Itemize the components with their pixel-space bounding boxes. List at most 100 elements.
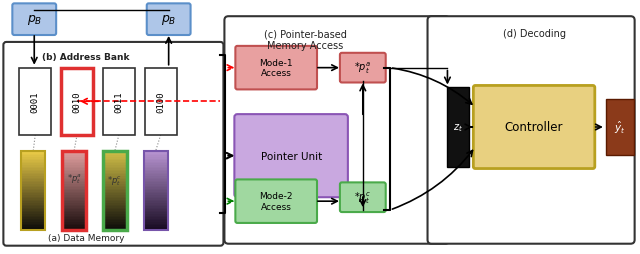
- Bar: [21, 168, 45, 170]
- Bar: [62, 154, 86, 156]
- Bar: [103, 68, 135, 135]
- FancyBboxPatch shape: [340, 183, 386, 212]
- Bar: [62, 181, 86, 183]
- Bar: [144, 162, 168, 164]
- Bar: [144, 214, 168, 216]
- Bar: [62, 165, 86, 167]
- Bar: [144, 167, 168, 169]
- Bar: [103, 187, 127, 189]
- Bar: [62, 205, 86, 207]
- Bar: [144, 157, 168, 160]
- Bar: [21, 213, 45, 215]
- Bar: [62, 189, 86, 191]
- Bar: [144, 151, 168, 230]
- Bar: [144, 189, 168, 191]
- Text: $\hat{y}_t$: $\hat{y}_t$: [614, 119, 625, 136]
- Bar: [21, 200, 45, 202]
- Bar: [103, 153, 127, 155]
- FancyBboxPatch shape: [428, 17, 635, 244]
- Bar: [62, 222, 86, 224]
- Bar: [62, 183, 86, 185]
- Bar: [21, 189, 45, 191]
- Bar: [144, 180, 168, 182]
- Bar: [144, 213, 168, 215]
- Bar: [62, 217, 86, 219]
- Bar: [62, 170, 86, 172]
- Bar: [21, 227, 45, 229]
- Bar: [144, 194, 168, 196]
- Bar: [144, 227, 168, 229]
- Text: Mode-1
Access: Mode-1 Access: [259, 59, 293, 78]
- Bar: [103, 198, 127, 200]
- Bar: [103, 183, 127, 185]
- Text: $*p_t^a$: $*p_t^a$: [354, 61, 371, 76]
- Bar: [21, 216, 45, 218]
- Bar: [62, 219, 86, 221]
- Bar: [21, 203, 45, 205]
- Bar: [62, 187, 86, 189]
- Bar: [62, 228, 86, 230]
- Text: $*p_t^a$: $*p_t^a$: [67, 172, 82, 185]
- Text: 0001: 0001: [31, 91, 40, 113]
- Bar: [144, 211, 168, 213]
- Bar: [144, 220, 168, 223]
- Bar: [103, 157, 127, 160]
- Bar: [103, 156, 127, 158]
- Bar: [21, 157, 45, 160]
- Bar: [62, 184, 86, 186]
- Bar: [62, 159, 86, 161]
- Bar: [21, 210, 45, 212]
- Bar: [144, 228, 168, 230]
- Bar: [62, 197, 86, 199]
- Text: 0011: 0011: [115, 91, 124, 113]
- Bar: [21, 176, 45, 178]
- Bar: [103, 173, 127, 175]
- Text: $*p_t^c$: $*p_t^c$: [108, 174, 122, 187]
- Bar: [21, 219, 45, 221]
- Bar: [144, 205, 168, 207]
- Bar: [103, 181, 127, 183]
- Bar: [144, 225, 168, 227]
- Bar: [144, 210, 168, 212]
- Text: (d) Decoding: (d) Decoding: [502, 29, 566, 39]
- Bar: [21, 165, 45, 167]
- Bar: [103, 208, 127, 210]
- Bar: [61, 68, 93, 135]
- Bar: [21, 211, 45, 213]
- Bar: [103, 217, 127, 219]
- Bar: [62, 206, 86, 208]
- Bar: [145, 68, 177, 135]
- FancyBboxPatch shape: [3, 43, 223, 246]
- Bar: [103, 159, 127, 161]
- Bar: [21, 180, 45, 182]
- Bar: [21, 178, 45, 180]
- Bar: [103, 165, 127, 167]
- Text: $p_B$: $p_B$: [26, 13, 42, 27]
- Bar: [103, 180, 127, 182]
- Bar: [144, 222, 168, 224]
- Bar: [21, 192, 45, 194]
- FancyBboxPatch shape: [236, 180, 317, 223]
- Bar: [21, 198, 45, 200]
- Bar: [21, 194, 45, 196]
- Bar: [103, 195, 127, 197]
- Bar: [62, 157, 86, 160]
- Text: 0100: 0100: [156, 91, 165, 113]
- Bar: [21, 167, 45, 169]
- Bar: [103, 228, 127, 230]
- Bar: [144, 176, 168, 178]
- Bar: [21, 217, 45, 219]
- Bar: [21, 172, 45, 174]
- Bar: [103, 224, 127, 226]
- FancyBboxPatch shape: [147, 4, 191, 36]
- Bar: [144, 208, 168, 210]
- FancyBboxPatch shape: [340, 54, 386, 83]
- Bar: [21, 208, 45, 210]
- Bar: [21, 228, 45, 230]
- Text: Controller: Controller: [505, 121, 563, 134]
- Bar: [62, 164, 86, 166]
- Bar: [144, 197, 168, 199]
- Bar: [144, 165, 168, 167]
- Bar: [103, 170, 127, 172]
- Bar: [103, 175, 127, 177]
